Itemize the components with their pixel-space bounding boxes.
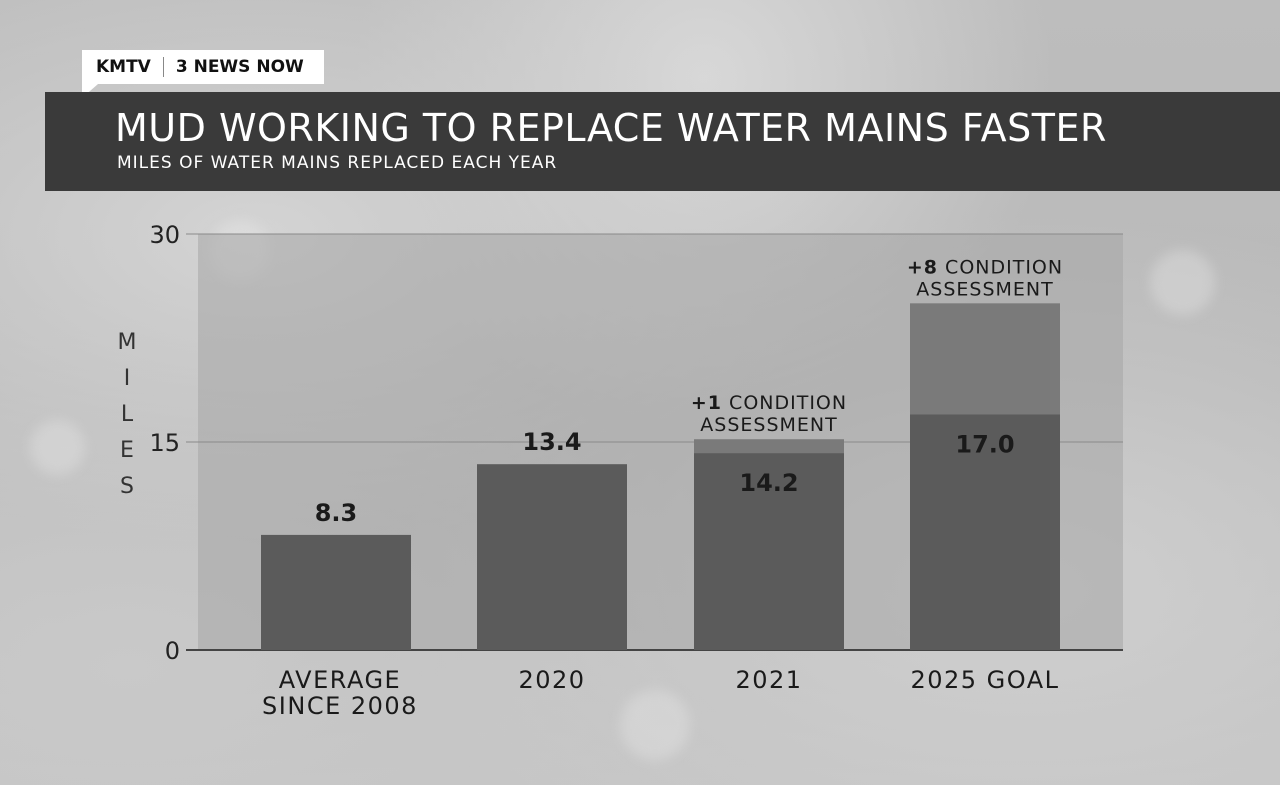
background-blur-spot xyxy=(620,690,690,760)
bar xyxy=(694,453,844,650)
bar xyxy=(477,464,627,650)
y-axis-label: M I L E S xyxy=(117,330,137,499)
annotation-label: ASSESSMENT xyxy=(700,414,837,436)
background-blur-spot xyxy=(1150,250,1215,315)
chart-title: MUD WORKING TO REPLACE WATER MAINS FASTE… xyxy=(115,106,1107,150)
brand-divider xyxy=(162,57,164,77)
data-label: 14.2 xyxy=(739,469,798,497)
program-name: 3 NEWS NOW xyxy=(175,57,304,77)
station-name: KMTV xyxy=(96,57,151,77)
x-tick-label: 2021 xyxy=(735,666,802,694)
y-tick-label: 15 xyxy=(149,429,180,457)
bar-extra-segment xyxy=(910,303,1060,415)
y-tick-label: 0 xyxy=(165,637,180,665)
bar-extra-segment xyxy=(694,439,844,454)
x-tick-label: AVERAGE xyxy=(279,666,401,694)
x-tick-label: 2025 GOAL xyxy=(910,666,1059,694)
bar xyxy=(910,414,1060,650)
background-blur-spot xyxy=(30,420,85,475)
bar xyxy=(261,534,411,650)
title-banner: MUD WORKING TO REPLACE WATER MAINS FASTE… xyxy=(45,92,1280,191)
data-label: 8.3 xyxy=(315,499,358,527)
y-tick-label: 30 xyxy=(149,221,180,249)
annotation-label: +8 CONDITION xyxy=(907,256,1063,278)
data-label: 13.4 xyxy=(522,428,581,456)
annotation-label: +1 CONDITION xyxy=(691,392,847,414)
chart-subtitle: MILES OF WATER MAINS REPLACED EACH YEAR xyxy=(117,153,558,173)
station-brand-tag: KMTV 3 NEWS NOW xyxy=(82,50,324,98)
data-label: 17.0 xyxy=(955,430,1014,458)
x-tick-label: 2020 xyxy=(518,666,585,694)
x-tick-label: SINCE 2008 xyxy=(262,692,418,720)
annotation-label: ASSESSMENT xyxy=(916,278,1053,300)
